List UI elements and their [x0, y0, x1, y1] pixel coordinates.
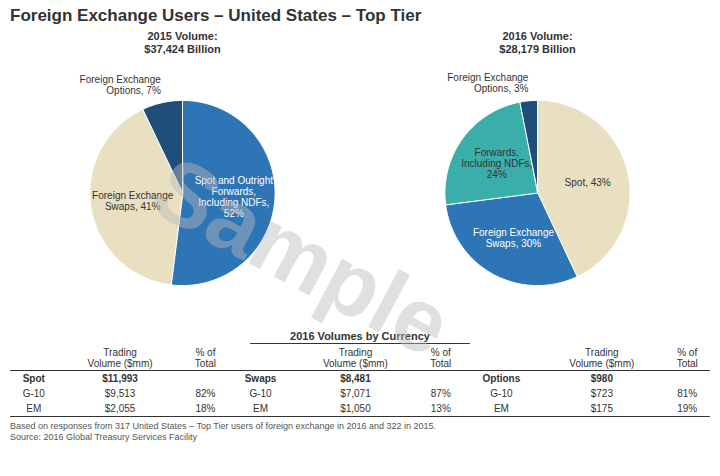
svg-text:Forwards,Including NDFs,24%: Forwards,Including NDFs,24%	[461, 147, 532, 180]
svg-text:Foreign ExchangeOptions, 3%: Foreign ExchangeOptions, 3%	[447, 72, 529, 94]
svg-text:Foreign ExchangeOptions, 7%: Foreign ExchangeOptions, 7%	[80, 74, 162, 96]
svg-text:Foreign ExchangeSwaps, 30%: Foreign ExchangeSwaps, 30%	[473, 227, 555, 249]
svg-text:Spot and OutrightForwards,Incl: Spot and OutrightForwards,Including NDFs…	[195, 175, 274, 219]
svg-text:Foreign ExchangeSwaps, 41%: Foreign ExchangeSwaps, 41%	[92, 190, 174, 212]
svg-text:Spot, 43%: Spot, 43%	[565, 177, 611, 188]
